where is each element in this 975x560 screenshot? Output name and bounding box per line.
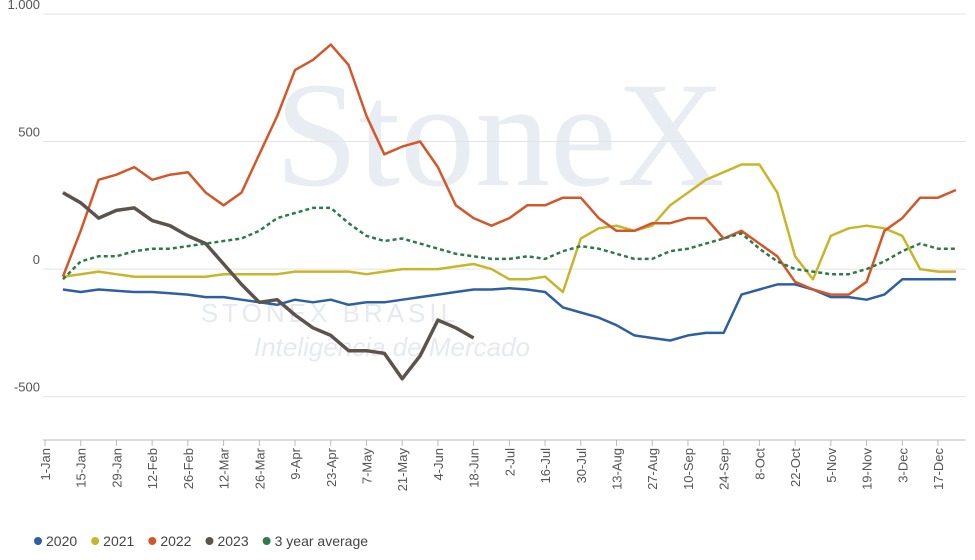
legend-label: 2020 bbox=[46, 533, 77, 549]
x-tick-label: 9-Apr bbox=[288, 447, 303, 479]
x-tick-label: 16-Jul bbox=[538, 448, 553, 484]
legend-label: 2021 bbox=[103, 533, 134, 549]
x-tick-label: 27-Aug bbox=[645, 448, 660, 490]
x-tick-label: 12-Feb bbox=[145, 448, 160, 489]
y-tick-label: 0 bbox=[33, 252, 40, 267]
x-tick-label: 23-Apr bbox=[324, 447, 339, 487]
x-tick-label: 1-Jan bbox=[38, 448, 53, 481]
legend-marker bbox=[205, 537, 214, 545]
x-tick-label: 13-Aug bbox=[610, 448, 625, 490]
x-tick-label: 3-Dec bbox=[895, 448, 910, 483]
x-tick-label: 26-Feb bbox=[181, 448, 196, 489]
legend-label: 2022 bbox=[160, 533, 191, 549]
legend-label: 3 year average bbox=[275, 533, 369, 549]
watermark-logo: StoneX bbox=[275, 52, 725, 218]
x-tick-label: 29-Jan bbox=[109, 448, 124, 488]
series-line bbox=[62, 191, 475, 381]
series-line bbox=[62, 206, 956, 281]
x-tick-label: 24-Sep bbox=[717, 448, 732, 490]
y-tick-label: -500 bbox=[14, 380, 40, 395]
x-tick-label: 15-Jan bbox=[74, 448, 89, 488]
x-tick-label: 17-Dec bbox=[931, 448, 946, 490]
x-tick-label: 4-Jun bbox=[431, 448, 446, 481]
x-tick-label: 8-Oct bbox=[752, 448, 767, 480]
x-tick-label: 30-Jul bbox=[574, 448, 589, 484]
x-tick-label: 19-Nov bbox=[860, 448, 875, 490]
watermark-tagline: Inteligência de Mercado bbox=[254, 332, 530, 362]
series-line bbox=[61, 43, 957, 296]
x-tick-label: 26-Mar bbox=[252, 447, 267, 489]
legend-marker bbox=[262, 537, 271, 545]
legend-marker bbox=[34, 537, 42, 545]
x-tick-label: 2-Jul bbox=[502, 448, 517, 476]
watermark: StoneX STONEX BRASIL Inteligência de Mer… bbox=[201, 52, 725, 362]
x-tick-label: 7-May bbox=[359, 448, 374, 485]
x-tick-label: 18-Jun bbox=[467, 448, 482, 488]
legend-label: 2023 bbox=[217, 533, 248, 549]
x-tick-label: 10-Sep bbox=[681, 448, 696, 490]
legend-marker bbox=[91, 537, 100, 545]
x-tick-label: 12-Mar bbox=[217, 447, 232, 489]
watermark-sub: STONEX BRASIL bbox=[201, 298, 459, 328]
y-tick-label: 500 bbox=[18, 125, 40, 140]
x-tick-label: 5-Nov bbox=[824, 448, 839, 483]
x-tick-label: 21-May bbox=[395, 448, 410, 492]
y-tick-label: 1.000 bbox=[7, 0, 40, 12]
x-tick-label: 22-Oct bbox=[788, 448, 803, 487]
legend-marker bbox=[148, 537, 157, 545]
